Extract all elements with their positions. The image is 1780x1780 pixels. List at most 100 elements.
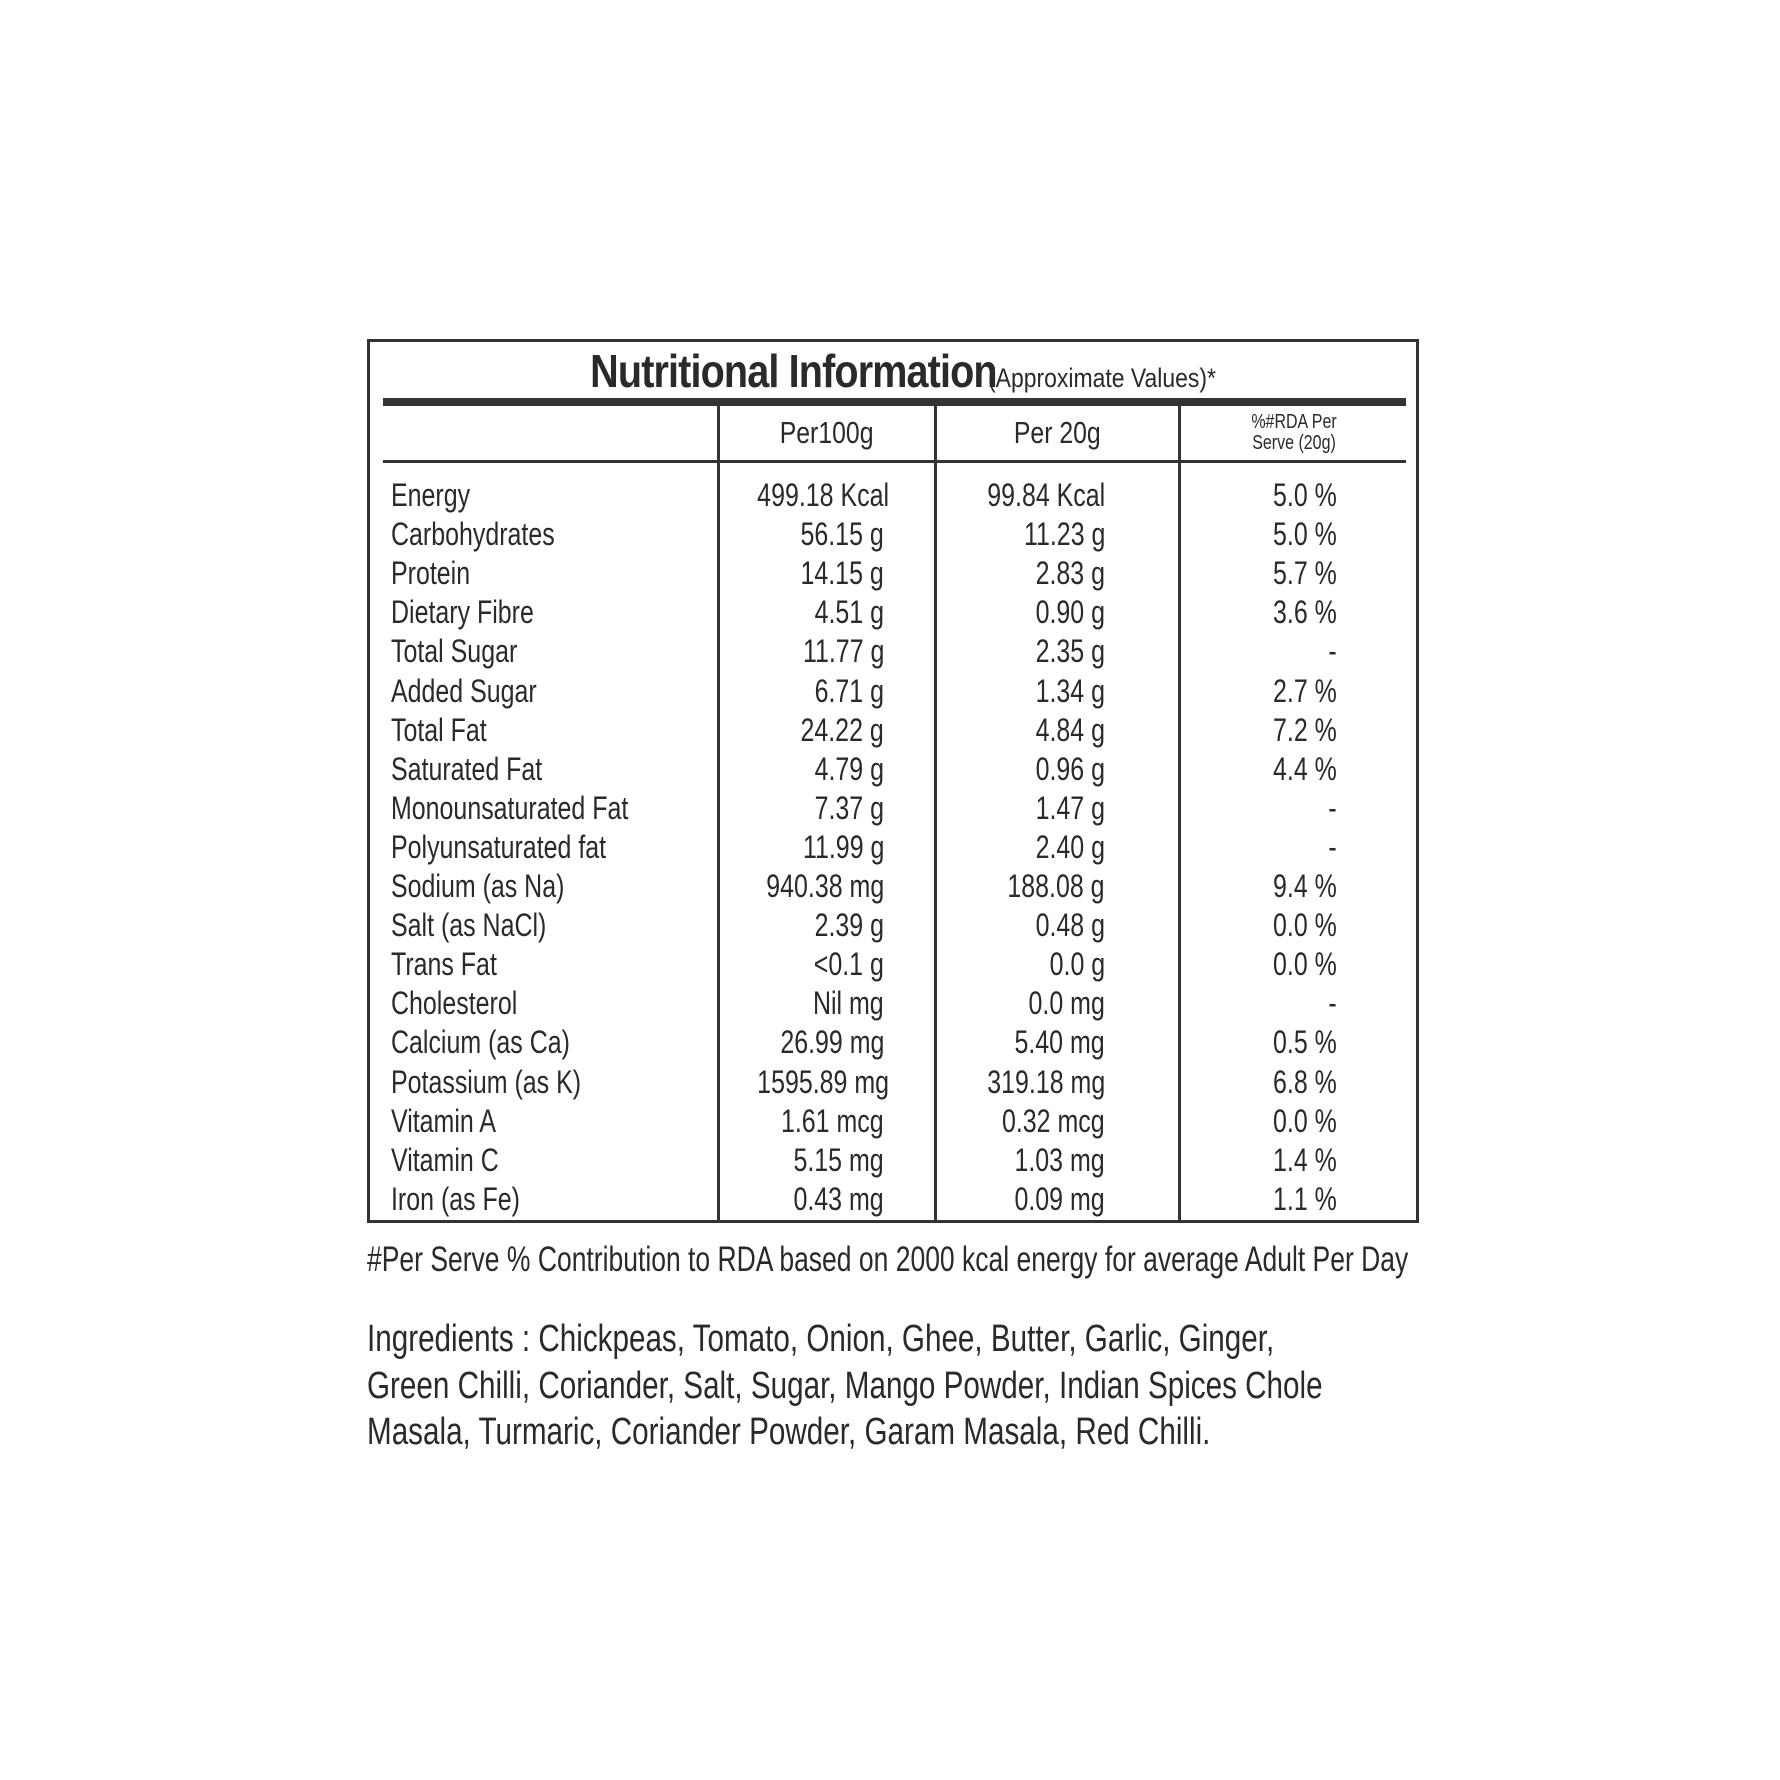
cell-text: 0.0 mg <box>1028 985 1105 1022</box>
cell-per100: 11.99 g <box>720 828 884 867</box>
cell-text: 0.90 g <box>1035 594 1105 631</box>
cell-per100: 4.51 g <box>720 593 884 632</box>
cell-text: Energy <box>391 477 471 513</box>
cell-per20: 11.23 g <box>937 515 1105 554</box>
cell-rda: 0.5 % <box>1181 1023 1337 1062</box>
cell-per20: 1.47 g <box>937 789 1105 828</box>
cell-text: 5.15 mg <box>793 1141 884 1178</box>
cell-per20: 2.35 g <box>937 632 1105 671</box>
cell-text: 0.0 % <box>1273 1102 1337 1139</box>
cell-per100: <0.1 g <box>720 945 884 984</box>
cell-text: 7.2 % <box>1273 711 1337 748</box>
cell-text: <0.1 g <box>813 946 884 983</box>
cell-name: Sodium (as Na) <box>391 867 711 906</box>
header-rda: %#RDA Per Serve (20g) <box>1181 406 1406 460</box>
cell-text: 0.0 % <box>1273 907 1337 944</box>
table-title: Nutritional Information (Approximate Val… <box>0 344 1780 398</box>
cell-text: Vitamin C <box>391 1141 499 1178</box>
cell-text: 14.15 g <box>800 555 884 592</box>
cell-name: Carbohydrates <box>391 515 711 554</box>
cell-text: 7.37 g <box>814 789 884 826</box>
cell-text: 24.22 g <box>800 711 884 748</box>
cell-rda: 4.4 % <box>1181 750 1337 789</box>
cell-rda: 5.7 % <box>1181 554 1337 593</box>
cell-text: Added Sugar <box>391 672 537 709</box>
cell-rda: - <box>1181 789 1337 828</box>
cell-text: 940.38 mg <box>766 868 884 904</box>
cell-text: Dietary Fibre <box>391 594 534 631</box>
cell-name: Dietary Fibre <box>391 593 711 632</box>
cell-per100: 6.71 g <box>720 672 884 711</box>
footnote-text: #Per Serve % Contribution to RDA based o… <box>367 1240 1409 1279</box>
cell-rda: 0.0 % <box>1181 906 1337 945</box>
cell-text: Vitamin A <box>391 1102 496 1139</box>
cell-per100: 26.99 mg <box>720 1023 884 1062</box>
cell-text: 499.18 Kcal <box>757 477 890 513</box>
cell-per100: 499.18 Kcal <box>720 476 889 515</box>
header-label: Per 20g <box>1014 415 1101 450</box>
cell-text: 2.40 g <box>1035 828 1105 865</box>
cell-name: Vitamin A <box>391 1102 711 1141</box>
cell-text: Carbohydrates <box>391 516 555 553</box>
cell-text: 0.5 % <box>1273 1024 1337 1061</box>
cell-text: 56.15 g <box>800 516 884 553</box>
cell-rda: 1.4 % <box>1181 1141 1337 1180</box>
cell-text: 4.4 % <box>1273 750 1337 787</box>
cell-text: - <box>1328 633 1337 670</box>
cell-per20: 99.84 Kcal <box>937 476 1105 515</box>
cell-rda: - <box>1181 632 1337 671</box>
cell-text: 2.83 g <box>1035 555 1105 592</box>
cell-per20: 319.18 mg <box>937 1063 1105 1102</box>
column-divider <box>717 406 720 1223</box>
cell-text: 6.8 % <box>1273 1063 1337 1100</box>
cell-text: 0.43 mg <box>793 1180 884 1217</box>
cell-rda: 5.0 % <box>1181 515 1337 554</box>
cell-text: 2.35 g <box>1035 633 1105 670</box>
cell-text: 1.61 mcg <box>781 1102 884 1139</box>
cell-text: 1.03 mg <box>1014 1141 1105 1178</box>
cell-text: 5.0 % <box>1273 477 1337 513</box>
cell-per100: 940.38 mg <box>720 867 884 906</box>
cell-text: Potassium (as K) <box>391 1063 582 1100</box>
cell-rda: 7.2 % <box>1181 711 1337 750</box>
cell-text: - <box>1328 985 1337 1022</box>
cell-per20: 0.90 g <box>937 593 1105 632</box>
ingredients-line: Ingredients : Chickpeas, Tomato, Onion, … <box>367 1318 1275 1360</box>
cell-name: Monounsaturated Fat <box>391 789 711 828</box>
cell-text: Saturated Fat <box>391 750 543 787</box>
header-label: Per100g <box>780 415 874 450</box>
cell-text: 9.4 % <box>1273 868 1337 904</box>
cell-text: 1.47 g <box>1035 789 1105 826</box>
cell-per20: 1.03 mg <box>937 1141 1105 1180</box>
title-divider <box>383 398 1406 406</box>
cell-text: 5.40 mg <box>1014 1024 1105 1061</box>
cell-per100: 1595.89 mg <box>720 1063 889 1102</box>
cell-per20: 0.32 mcg <box>937 1102 1105 1141</box>
cell-text: 2.7 % <box>1273 672 1337 709</box>
cell-text: Iron (as Fe) <box>391 1180 520 1217</box>
cell-name: Trans Fat <box>391 945 711 984</box>
cell-name: Energy <box>391 476 711 515</box>
cell-per20: 2.83 g <box>937 554 1105 593</box>
cell-text: 0.0 g <box>1049 946 1105 983</box>
cell-per100: 4.79 g <box>720 750 884 789</box>
cell-text: Protein <box>391 555 471 592</box>
cell-text: 11.77 g <box>802 633 884 670</box>
cell-text: Nil mg <box>813 985 884 1022</box>
header-divider <box>383 460 1406 463</box>
cell-rda: 0.0 % <box>1181 1102 1337 1141</box>
cell-per20: 1.34 g <box>937 672 1105 711</box>
cell-per20: 0.0 mg <box>937 984 1105 1023</box>
nutrition-table-border <box>367 339 1419 1223</box>
cell-per100: 11.77 g <box>720 632 884 671</box>
cell-rda: - <box>1181 828 1337 867</box>
cell-rda: 9.4 % <box>1181 867 1337 906</box>
header-per100g: Per100g <box>720 406 934 460</box>
cell-text: 5.0 % <box>1273 516 1337 553</box>
cell-text: 1.4 % <box>1273 1141 1337 1178</box>
header-label: %#RDA Per Serve (20g) <box>1250 411 1337 454</box>
cell-text: 0.48 g <box>1035 907 1105 944</box>
cell-per100: 14.15 g <box>720 554 884 593</box>
cell-name: Protein <box>391 554 711 593</box>
cell-text: Cholesterol <box>391 985 518 1022</box>
